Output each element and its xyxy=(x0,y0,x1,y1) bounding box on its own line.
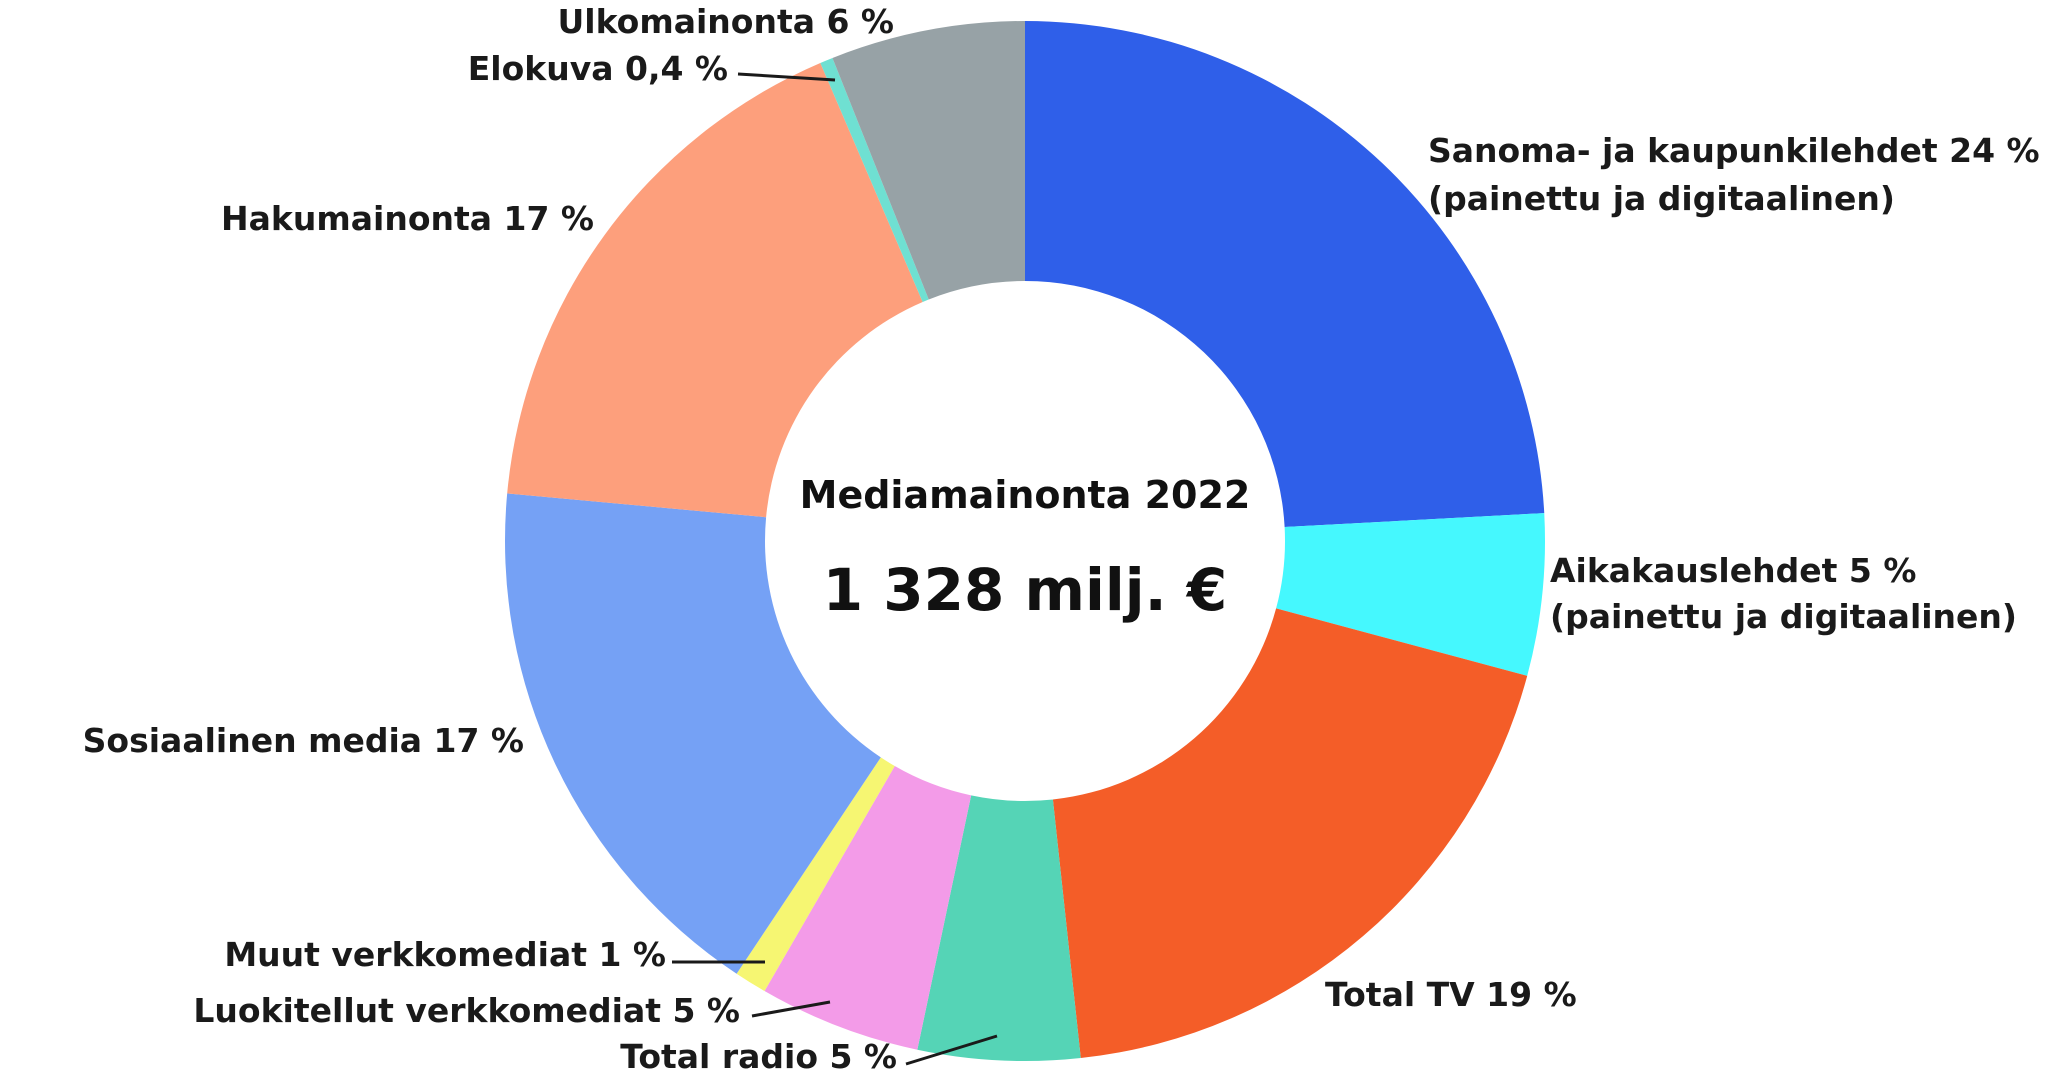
label-ulkomainonta: Ulkomainonta 6 % xyxy=(557,2,894,41)
label-total-tv: Total TV 19 % xyxy=(1325,975,1577,1014)
leader-line-3 xyxy=(905,1034,998,1066)
slice-0 xyxy=(1025,21,1545,528)
slice-5 xyxy=(736,757,895,992)
label-total-radio: Total radio 5 % xyxy=(620,1037,897,1076)
slice-3 xyxy=(917,795,1081,1062)
slice-6 xyxy=(504,493,881,974)
slices-group xyxy=(504,21,1545,1062)
slice-1 xyxy=(1276,513,1545,676)
label-aikakauslehdet: Aikakauslehdet 5 % xyxy=(1550,551,1916,590)
slice-8 xyxy=(820,57,929,302)
slice-7 xyxy=(507,62,923,518)
sublabel-sanoma: (painettu ja digitaalinen) xyxy=(1428,179,1895,218)
label-muut-verkkomediat: Muut verkkomediat 1 % xyxy=(224,935,666,974)
leader-line-0 xyxy=(737,72,836,82)
label-hakumainonta: Hakumainonta 17 % xyxy=(221,199,594,238)
label-elokuva: Elokuva 0,4 % xyxy=(468,49,728,88)
chart-total: 1 328 milj. € xyxy=(823,556,1227,624)
chart-title: Mediamainonta 2022 xyxy=(800,473,1251,517)
slice-4 xyxy=(764,766,972,1050)
sublabel-aikakauslehdet: (painettu ja digitaalinen) xyxy=(1550,597,2017,636)
label-sosiaalinen-media: Sosiaalinen media 17 % xyxy=(83,721,524,760)
label-luokitellut: Luokitellut verkkomediat 5 % xyxy=(193,991,740,1030)
slice-9 xyxy=(832,21,1025,300)
leader-lines xyxy=(672,72,998,1066)
label-sanoma: Sanoma- ja kaupunkilehdet 24 % xyxy=(1428,131,2040,170)
leader-line-2 xyxy=(751,1000,831,1018)
slice-2 xyxy=(1052,608,1528,1059)
